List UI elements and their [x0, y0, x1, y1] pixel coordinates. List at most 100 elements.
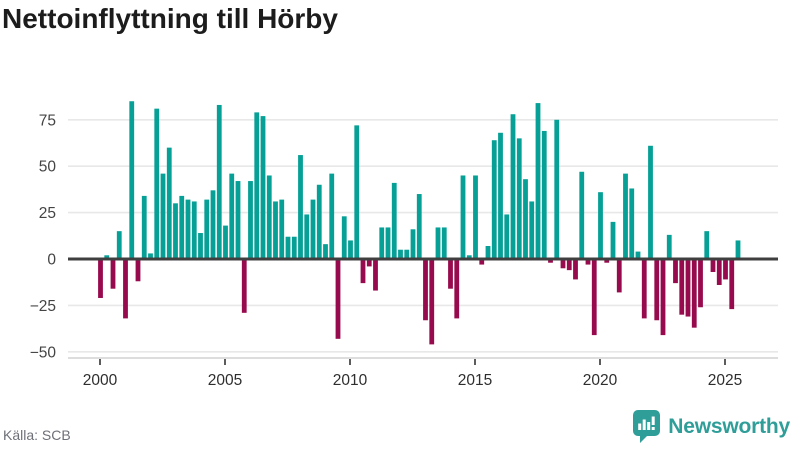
- bar: [704, 231, 710, 259]
- bar: [654, 259, 660, 321]
- bar: [285, 236, 291, 259]
- bar: [198, 233, 203, 259]
- bar: [341, 216, 347, 259]
- bar: [535, 103, 541, 259]
- y-axis-label: 0: [47, 252, 56, 269]
- bar: [460, 175, 466, 259]
- bar: [610, 221, 616, 259]
- bar: [185, 199, 191, 259]
- bar: [110, 259, 116, 289]
- bar: [598, 192, 603, 259]
- bar: [304, 214, 310, 259]
- x-axis-label: 2000: [83, 372, 118, 389]
- y-axis-label: 25: [39, 205, 56, 222]
- bar: [466, 255, 472, 259]
- bar: [160, 173, 166, 259]
- bar: [329, 173, 335, 259]
- x-axis-label: 2025: [708, 372, 742, 389]
- bar: [416, 194, 422, 259]
- bar: [423, 259, 428, 321]
- bar: [98, 259, 103, 298]
- bar: [179, 195, 185, 259]
- bar: [541, 130, 547, 259]
- bar: [379, 227, 385, 259]
- bar: [154, 108, 160, 259]
- bar: [104, 255, 110, 259]
- bar: [623, 173, 628, 259]
- bar: [323, 244, 328, 259]
- bar: [254, 112, 260, 259]
- bar: [523, 179, 528, 259]
- bar: [560, 259, 566, 269]
- bar: [510, 114, 516, 259]
- bar: [429, 259, 435, 345]
- x-axis-label: 2005: [208, 372, 242, 389]
- bar: [279, 199, 285, 259]
- bar: [310, 199, 316, 259]
- bar: [273, 201, 278, 259]
- bar: [141, 195, 147, 259]
- bar: [248, 181, 253, 259]
- bar: [191, 201, 197, 259]
- bar: [335, 259, 341, 339]
- bar: [485, 246, 491, 259]
- bar: [316, 184, 322, 259]
- bar: [691, 259, 697, 328]
- bar: [210, 190, 216, 259]
- bar: [123, 259, 128, 319]
- bar: [291, 236, 297, 259]
- y-axis-label: 75: [39, 112, 56, 129]
- bar: [135, 259, 141, 282]
- bar: [260, 116, 266, 259]
- bar: [729, 259, 735, 310]
- bar: [648, 145, 653, 259]
- chart-title: Nettoinflyttning till Hörby: [2, 3, 338, 34]
- bar: [735, 240, 741, 259]
- bar: [235, 181, 241, 259]
- bar: [635, 251, 641, 259]
- bar: [679, 259, 685, 315]
- bar: [298, 155, 303, 259]
- bar: [366, 259, 372, 267]
- bar: [698, 259, 703, 308]
- bar: [223, 225, 228, 259]
- brand-wordmark: Newsworthy: [668, 415, 790, 438]
- newsworthy-brand: Newsworthy: [632, 410, 790, 444]
- bar: [491, 140, 497, 259]
- bar: [204, 199, 210, 259]
- bar: [129, 101, 135, 260]
- bar: [454, 259, 460, 319]
- bar: [266, 175, 272, 259]
- bar: [241, 259, 247, 313]
- bar: [604, 259, 610, 263]
- bar-chart-speech-bubble-icon: [633, 410, 661, 443]
- bar: [360, 259, 366, 284]
- bar: [666, 234, 672, 259]
- x-axis-label: 2010: [333, 372, 368, 389]
- bar: [585, 259, 591, 265]
- bar: [373, 259, 378, 291]
- bar: [173, 203, 178, 259]
- bar: [435, 227, 441, 259]
- y-axis-label: 50: [39, 159, 57, 176]
- bar: [710, 259, 716, 272]
- bar: [716, 259, 722, 285]
- bar: [573, 259, 578, 280]
- bar: [410, 229, 416, 259]
- y-axis-label: −50: [30, 344, 57, 361]
- bar: [516, 138, 522, 259]
- bar: [616, 259, 622, 293]
- bar: [391, 182, 397, 259]
- bar: [116, 231, 122, 259]
- bar: [148, 253, 153, 259]
- bar: [498, 132, 503, 259]
- bar: [448, 259, 453, 289]
- bar: [566, 259, 572, 271]
- bar: [579, 171, 585, 259]
- bar: [554, 119, 560, 259]
- bar: [441, 227, 447, 259]
- bar: [591, 259, 597, 336]
- bar: [354, 125, 360, 260]
- bar: [723, 259, 728, 280]
